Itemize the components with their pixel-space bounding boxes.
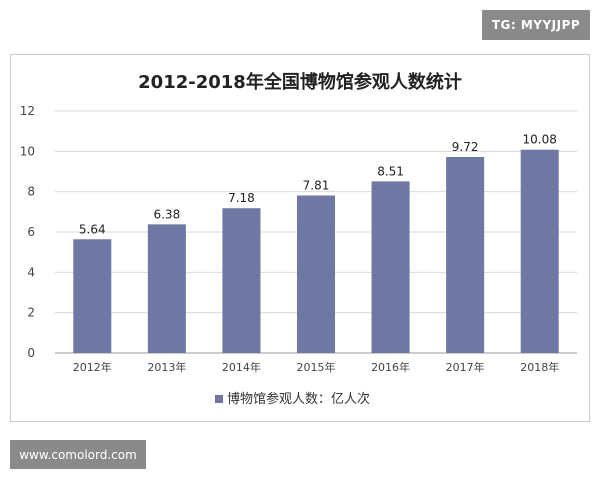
- y-axis-ticks: 0 2 4 6 8 10 12: [20, 104, 35, 360]
- bar: [147, 224, 186, 353]
- x-axis-ticks: 2012年 2013年 2014年 2015年 2016年 2017年 2018年: [73, 360, 559, 374]
- data-label: 7.18: [228, 191, 255, 205]
- data-label: 7.81: [303, 178, 330, 192]
- chart-frame: 2012-2018年全国博物馆参观人数统计 0 2 4 6 8 10 12 5.64 6.38…: [10, 54, 590, 422]
- bar: [371, 181, 410, 353]
- x-tick-label: 2012年: [73, 360, 112, 374]
- bar: [296, 195, 336, 353]
- bar: [446, 156, 485, 353]
- y-tick-label: 12: [20, 104, 35, 118]
- data-labels: 5.64 6.38 7.18 7.81 8.51 9.72 10.08: [79, 133, 557, 237]
- x-tick-label: 2016年: [371, 360, 410, 374]
- bar: [73, 239, 112, 353]
- y-tick-label: 10: [20, 144, 35, 158]
- watermark-bottom: www.comolord.com: [10, 440, 146, 469]
- data-label: 8.51: [377, 164, 404, 178]
- y-tick-label: 4: [27, 265, 35, 279]
- bar: [520, 149, 559, 353]
- x-tick-label: 2018年: [520, 360, 559, 374]
- y-tick-label: 8: [27, 185, 35, 199]
- watermark-top: TG: MYYJJPP: [482, 10, 590, 40]
- x-tick-label: 2015年: [297, 360, 336, 374]
- x-tick-label: 2017年: [446, 360, 485, 374]
- y-tick-label: 0: [27, 346, 35, 360]
- x-tick-label: 2014年: [222, 360, 261, 374]
- y-tick-label: 6: [27, 225, 35, 239]
- data-label: 6.38: [153, 207, 180, 221]
- bar-chart: 2012-2018年全国博物馆参观人数统计 0 2 4 6 8 10 12 5.64 6.38…: [20, 71, 577, 407]
- bar: [222, 208, 261, 353]
- x-tick-label: 2013年: [147, 360, 186, 374]
- chart-title: 2012-2018年全国博物馆参观人数统计: [138, 71, 462, 93]
- data-label: 10.08: [523, 133, 557, 147]
- data-label: 9.72: [452, 140, 479, 154]
- legend-swatch: [215, 395, 223, 403]
- y-tick-label: 2: [27, 306, 35, 320]
- legend: 博物馆参观人数：亿人次: [215, 391, 370, 407]
- data-label: 5.64: [79, 222, 106, 236]
- bars: [73, 149, 559, 353]
- legend-label: 博物馆参观人数：亿人次: [227, 391, 370, 407]
